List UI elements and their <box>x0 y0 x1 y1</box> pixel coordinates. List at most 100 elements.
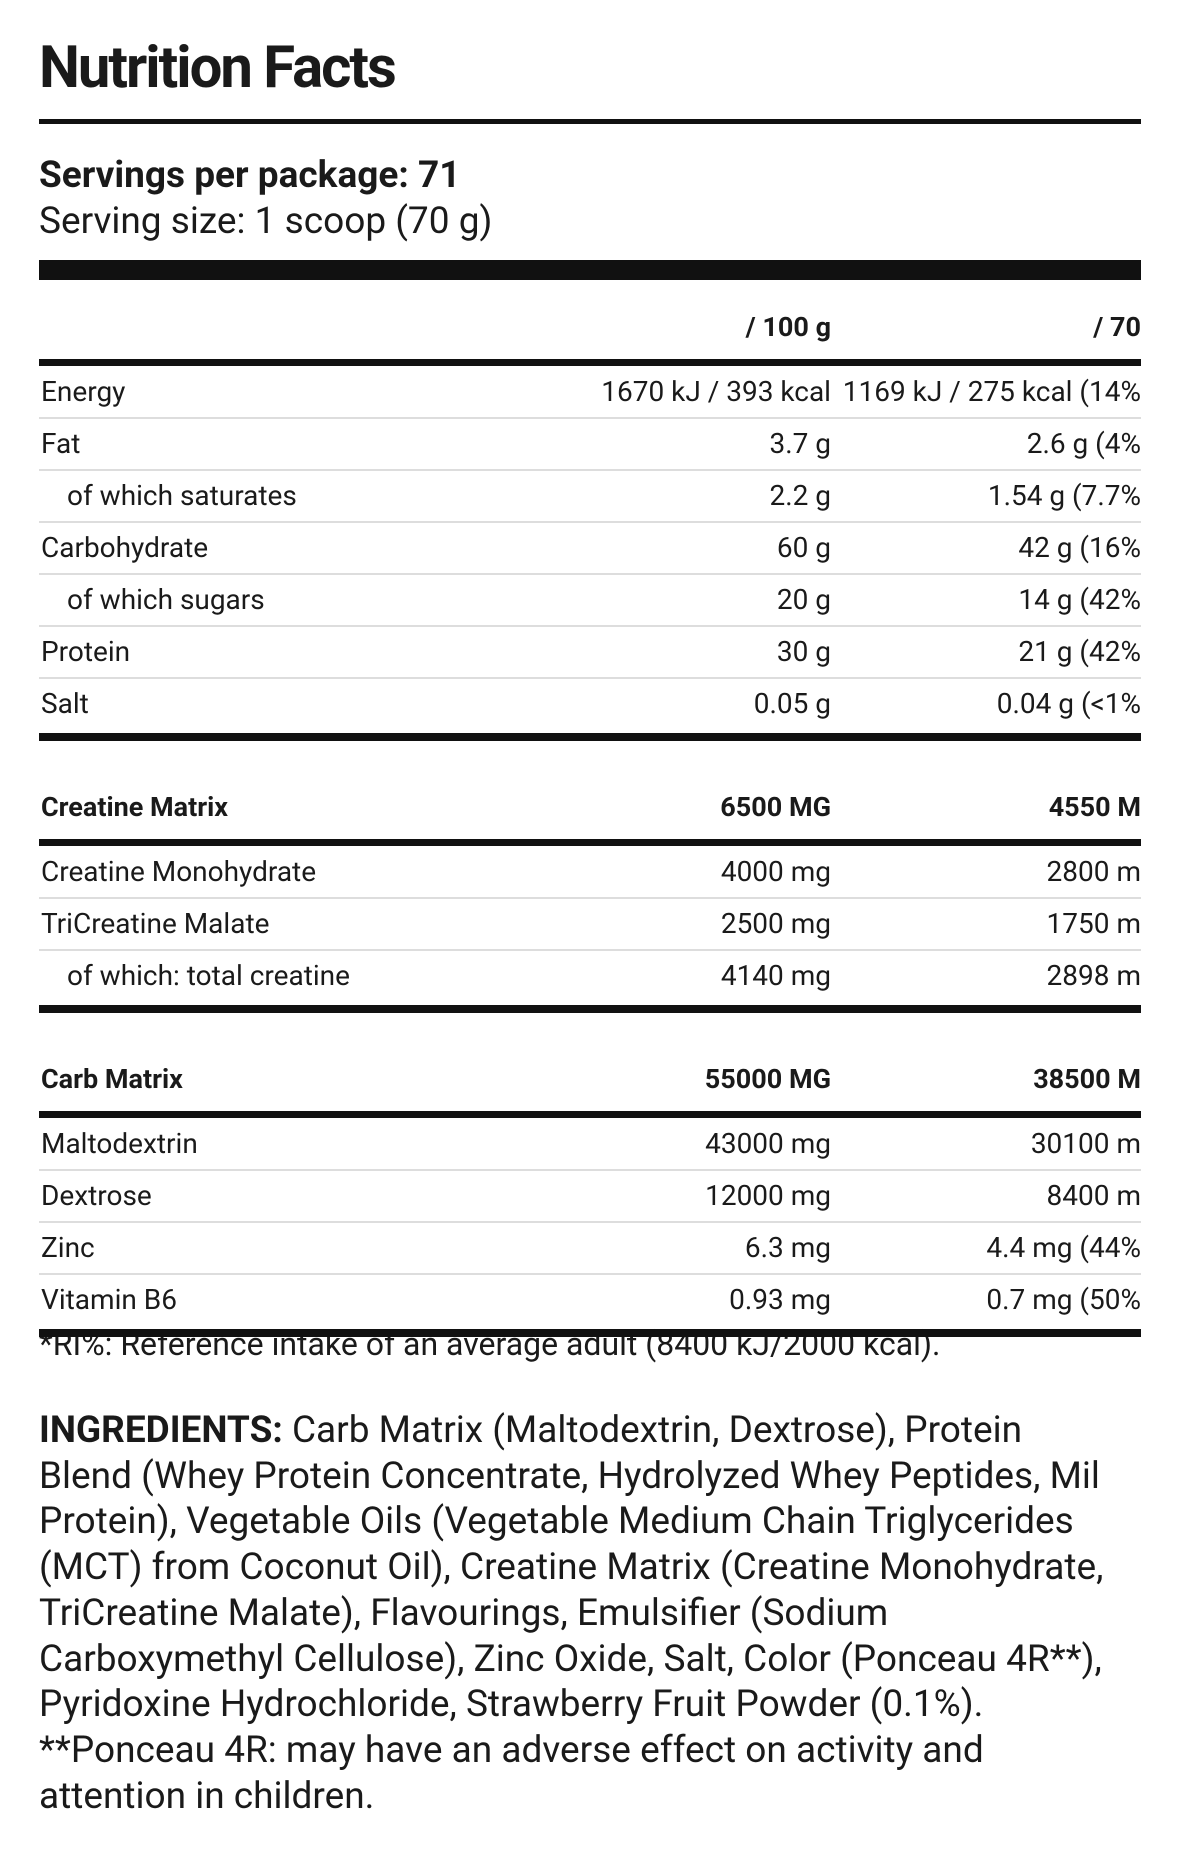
thick-rule <box>39 1005 1141 1013</box>
value-per-100g: 4000 mg <box>720 855 831 888</box>
value-per-serving: / 70 <box>1093 311 1141 343</box>
ingredients-text: Carb Matrix (Maltodextrin, Dextrose), Pr… <box>282 1409 1023 1452</box>
row-label: of which sugars <box>67 583 265 616</box>
nutrient-row: Protein 30 g 21 g (42% <box>39 626 1141 678</box>
row-divider <box>39 573 1141 575</box>
row-label: Energy <box>41 375 126 408</box>
row-label: Protein <box>41 635 131 668</box>
row-divider <box>39 949 1141 951</box>
value-per-100g: 43000 mg <box>705 1127 831 1160</box>
row-divider <box>39 521 1141 523</box>
thick-rule <box>39 260 1141 280</box>
ingredients-text: Pyridoxine Hydrochloride, Strawberry Fru… <box>39 1683 984 1727</box>
ingredients-line: Carboxymethyl Cellulose), Zinc Oxide, Sa… <box>39 1637 1103 1683</box>
nutrient-row: of which: total creatine 4140 mg 2898 m <box>39 950 1141 1002</box>
value-per-serving: 21 g (42% <box>1018 635 1141 668</box>
title: Nutrition Facts <box>39 34 397 102</box>
nutrient-row: Carbohydrate 60 g 42 g (16% <box>39 522 1141 574</box>
row-label: Salt <box>41 687 89 720</box>
nutrient-row: Zinc 6.3 mg 4.4 mg (44% <box>39 1222 1141 1274</box>
row-label: of which saturates <box>67 479 297 512</box>
nutrition-label: Nutrition Facts Servings per package: 71… <box>39 0 1141 1855</box>
row-divider <box>39 897 1141 899</box>
value-per-serving: 42 g (16% <box>1018 531 1141 564</box>
value-per-100g: 2.2 g <box>769 479 831 512</box>
value-per-100g: 3.7 g <box>769 427 831 460</box>
section-heading: Creatine Matrix 6500 MG 4550 M <box>39 781 1141 833</box>
value-per-serving: 0.7 mg (50% <box>986 1283 1141 1316</box>
value-per-serving: 4.4 mg (44% <box>986 1231 1141 1264</box>
nutrient-row: of which sugars 20 g 14 g (42% <box>39 574 1141 626</box>
nutrient-row: of which saturates 2.2 g 1.54 g (7.7% <box>39 470 1141 522</box>
thick-rule <box>39 1329 1141 1337</box>
value-per-100g: 0.05 g <box>753 687 831 720</box>
row-divider <box>39 1169 1141 1171</box>
value-per-serving: 38500 M <box>1033 1063 1141 1095</box>
row-divider <box>39 1221 1141 1223</box>
nutrient-row: Dextrose 12000 mg 8400 m <box>39 1170 1141 1222</box>
value-per-100g: 20 g <box>776 583 831 616</box>
row-label: Maltodextrin <box>41 1127 198 1160</box>
value-per-serving: 1750 m <box>1046 907 1141 940</box>
ingredients-line: TriCreatine Malate), Flavourings, Emulsi… <box>39 1591 1103 1637</box>
value-per-100g: 60 g <box>776 531 831 564</box>
value-per-100g: 1670 kJ / 393 kcal <box>601 375 831 408</box>
ingredients-text: TriCreatine Malate), Flavourings, Emulsi… <box>39 1591 889 1635</box>
ingredients-line: INGREDIENTS: Carb Matrix (Maltodextrin, … <box>39 1408 1103 1454</box>
section-heading: / 100 g / 70 <box>39 301 1141 353</box>
value-per-serving: 14 g (42% <box>1018 583 1141 616</box>
ingredients: INGREDIENTS: Carb Matrix (Maltodextrin, … <box>39 1408 1103 1819</box>
thick-rule <box>39 733 1141 741</box>
value-per-100g: 0.93 mg <box>729 1283 831 1316</box>
value-per-serving: 4550 M <box>1048 791 1141 823</box>
rule <box>39 839 1141 846</box>
value-per-serving: 1.54 g (7.7% <box>987 479 1141 512</box>
row-label: Vitamin B6 <box>41 1283 177 1316</box>
value-per-100g: 2500 mg <box>720 907 831 940</box>
value-per-100g: 4140 mg <box>720 959 831 992</box>
row-divider <box>39 469 1141 471</box>
serving-size: Serving size: 1 scoop (70 g) <box>39 200 493 243</box>
value-per-100g: 6.3 mg <box>744 1231 831 1264</box>
row-divider <box>39 417 1141 419</box>
row-label: Carb Matrix <box>41 1063 183 1095</box>
ingredients-line: Protein), Vegetable Oils (Vegetable Medi… <box>39 1499 1103 1545</box>
rule <box>39 1111 1141 1118</box>
value-per-100g: 55000 MG <box>704 1063 831 1095</box>
value-per-serving: 8400 m <box>1046 1179 1141 1212</box>
value-per-serving: 1169 kJ / 275 kcal (14% <box>842 375 1141 408</box>
servings: Servings per package: 71 <box>39 154 461 197</box>
row-label: Carbohydrate <box>41 531 209 564</box>
row-divider <box>39 1273 1141 1275</box>
nutrient-row: TriCreatine Malate 2500 mg 1750 m <box>39 898 1141 950</box>
nutrient-row: Creatine Monohydrate 4000 mg 2800 m <box>39 846 1141 898</box>
value-per-100g: 12000 mg <box>705 1179 831 1212</box>
ingredients-text: Protein), Vegetable Oils (Vegetable Medi… <box>39 1500 1074 1544</box>
ingredients-line: (MCT) from Coconut Oil), Creatine Matrix… <box>39 1545 1103 1591</box>
ingredients-label: INGREDIENTS: <box>39 1409 283 1452</box>
ingredients-line: attention in children. <box>39 1774 1103 1820</box>
nutrient-row: Fat 3.7 g 2.6 g (4% <box>39 418 1141 470</box>
ingredients-line: Blend (Whey Protein Concentrate, Hydroly… <box>39 1454 1103 1500</box>
value-per-serving: 2800 m <box>1046 855 1141 888</box>
rule <box>39 359 1141 366</box>
nutrient-row: Vitamin B6 0.93 mg 0.7 mg (50% <box>39 1274 1141 1326</box>
ingredients-text: Carboxymethyl Cellulose), Zinc Oxide, Sa… <box>39 1637 1102 1681</box>
value-per-100g: 30 g <box>776 635 831 668</box>
value-per-serving: 0.04 g (<1% <box>996 687 1141 720</box>
row-label: of which: total creatine <box>67 959 350 992</box>
section-heading: Carb Matrix 55000 MG 38500 M <box>39 1053 1141 1105</box>
row-label: Creatine Monohydrate <box>41 855 317 888</box>
row-label: Zinc <box>41 1231 95 1264</box>
value-per-serving: 2.6 g (4% <box>1026 427 1141 460</box>
ingredients-line: Pyridoxine Hydrochloride, Strawberry Fru… <box>39 1682 1103 1728</box>
row-label: Dextrose <box>41 1179 152 1212</box>
ingredients-text: attention in children. <box>39 1774 375 1818</box>
value-per-100g: / 100 g <box>745 311 831 343</box>
row-label: Creatine Matrix <box>41 791 229 823</box>
ingredients-text: Blend (Whey Protein Concentrate, Hydroly… <box>39 1454 1100 1498</box>
row-divider <box>39 677 1141 679</box>
ingredients-line: **Ponceau 4R: may have an adverse effect… <box>39 1728 1103 1774</box>
ingredients-text: **Ponceau 4R: may have an adverse effect… <box>39 1728 984 1772</box>
nutrient-row: Salt 0.05 g 0.04 g (<1% <box>39 678 1141 730</box>
